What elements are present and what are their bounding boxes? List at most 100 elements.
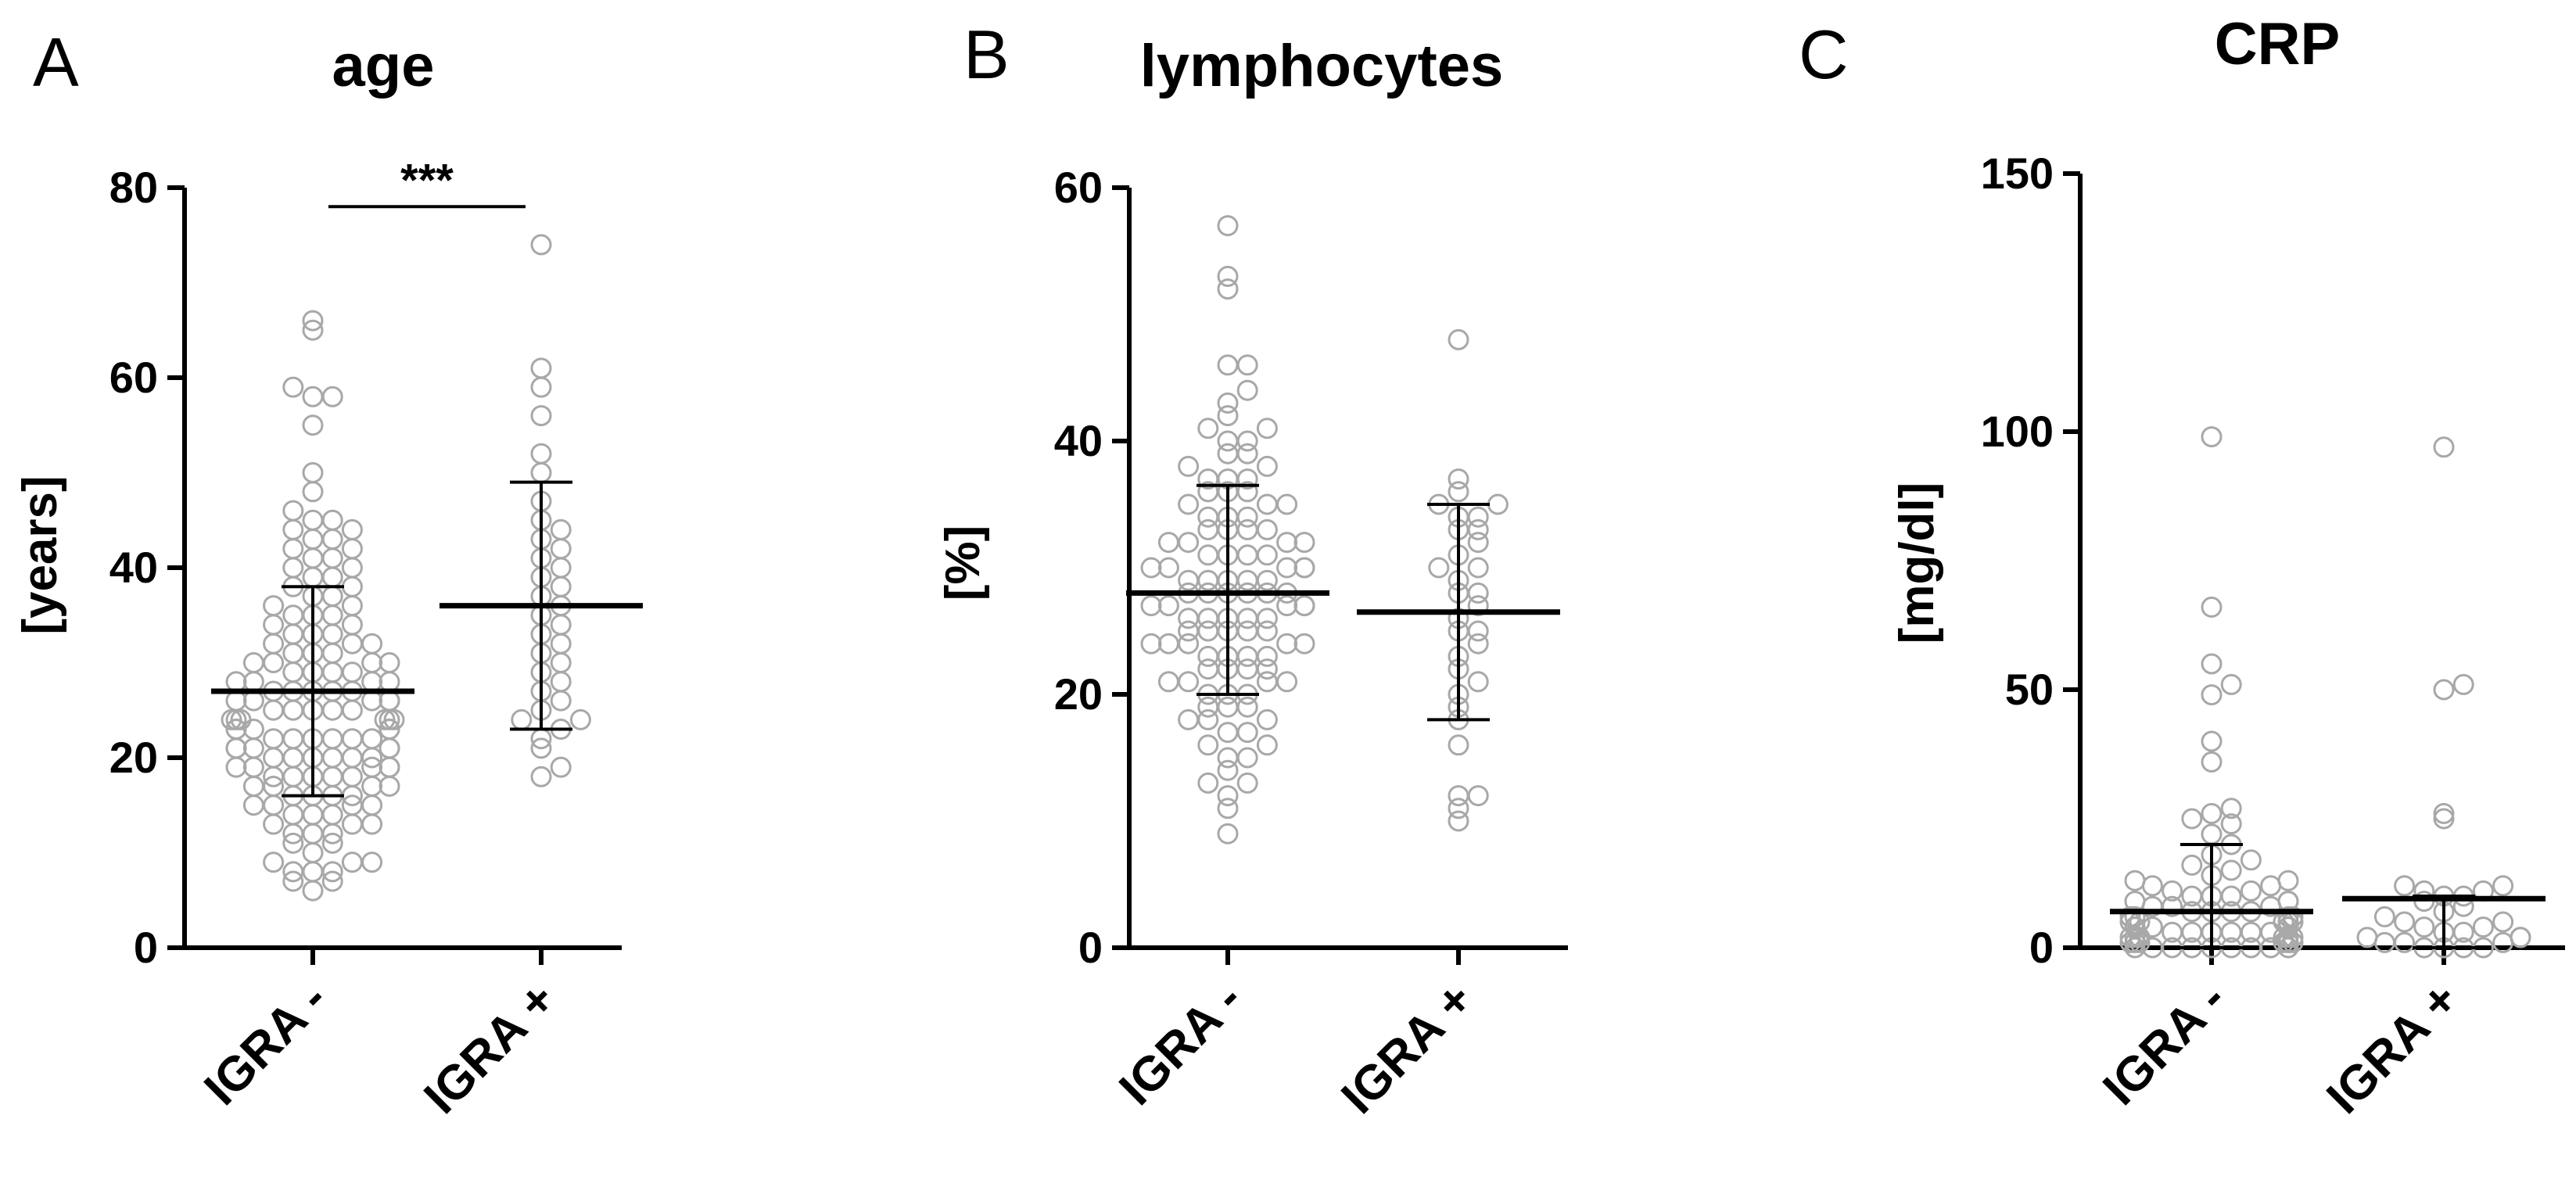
data-point	[341, 662, 363, 683]
data-point	[1236, 569, 1258, 591]
data-point	[530, 357, 552, 379]
data-point	[550, 518, 572, 540]
data-point	[1236, 544, 1258, 566]
data-point	[341, 852, 363, 873]
data-point	[530, 376, 552, 398]
data-point	[321, 547, 343, 569]
data-point	[379, 756, 400, 778]
y-tick-label: 80	[109, 163, 158, 212]
data-point	[321, 766, 343, 787]
data-point	[1293, 595, 1315, 617]
panel-b: B lymphocytes [%] 0 20 40 60 IGRA - IGRA +	[936, 16, 1568, 1124]
data-point	[1428, 557, 1450, 579]
data-point	[379, 690, 400, 712]
data-point	[2240, 880, 2262, 902]
data-point	[1236, 481, 1258, 503]
data-point	[2452, 673, 2474, 695]
data-point	[2220, 798, 2242, 819]
data-point	[302, 319, 324, 341]
data-point	[1217, 785, 1239, 807]
data-point	[1276, 493, 1298, 515]
data-point	[263, 747, 285, 769]
data-point	[1256, 544, 1278, 566]
data-point	[263, 852, 285, 873]
data-point	[225, 719, 247, 741]
data-point	[2220, 813, 2242, 835]
data-point	[302, 842, 324, 863]
data-point	[321, 642, 343, 664]
data-point	[1197, 544, 1219, 566]
data-point	[263, 652, 285, 673]
data-point	[361, 794, 383, 816]
y-tick-label: 100	[1981, 407, 2054, 456]
data-point	[1256, 708, 1278, 730]
data-point	[2394, 875, 2416, 897]
data-point	[2277, 937, 2299, 959]
data-point	[282, 604, 304, 626]
y-tick-label: 60	[1054, 163, 1103, 212]
data-point	[321, 509, 343, 531]
data-point	[341, 728, 363, 750]
y-tick-label: 0	[134, 923, 158, 972]
data-point	[302, 481, 324, 503]
data-point	[379, 671, 400, 693]
data-point	[282, 804, 304, 826]
data-point	[1236, 645, 1258, 667]
data-point	[2201, 684, 2223, 706]
data-point	[2277, 905, 2299, 927]
data-point	[282, 557, 304, 579]
data-point	[321, 870, 343, 892]
data-point	[282, 870, 304, 892]
data-point	[1276, 671, 1298, 693]
data-point	[1448, 468, 1469, 490]
data-point	[379, 652, 400, 673]
data-point	[321, 623, 343, 645]
data-point	[2394, 911, 2416, 933]
data-point	[263, 813, 285, 835]
data-point	[2413, 916, 2435, 938]
data-point	[1236, 430, 1258, 452]
data-point	[302, 547, 324, 569]
data-point	[1448, 798, 1469, 819]
data-point	[361, 671, 383, 693]
data-point	[1157, 557, 1179, 579]
data-point	[1467, 620, 1489, 642]
data-point	[1256, 455, 1278, 477]
data-point	[321, 804, 343, 826]
data-point	[302, 823, 324, 845]
data-point	[1197, 645, 1219, 667]
y-tick-label: 0	[2029, 923, 2054, 972]
data-point	[2201, 823, 2223, 845]
data-point	[2433, 808, 2455, 830]
data-point	[1256, 418, 1278, 439]
panel-letter: A	[33, 23, 79, 101]
data-point	[1178, 620, 1200, 642]
panel-letter: C	[1799, 16, 1849, 93]
data-point	[1467, 582, 1489, 604]
data-point	[225, 671, 247, 693]
data-point	[2373, 905, 2395, 927]
data-point	[2201, 426, 2223, 448]
data-point	[302, 880, 324, 902]
data-point	[242, 775, 264, 797]
data-point	[302, 462, 324, 483]
data-point	[1487, 493, 1509, 515]
data-point	[2220, 885, 2242, 907]
series-points	[2356, 436, 2531, 959]
data-point	[242, 690, 264, 712]
data-point	[530, 766, 552, 787]
y-tick-label: 50	[2005, 665, 2054, 714]
data-point	[1276, 633, 1298, 654]
data-point	[1276, 557, 1298, 579]
data-point	[361, 775, 383, 797]
y-tick-label: 20	[1054, 669, 1103, 719]
data-point	[1293, 557, 1315, 579]
data-point	[1197, 468, 1219, 490]
x-category-label: IGRA +	[414, 972, 566, 1124]
series-points	[2119, 426, 2304, 959]
data-point	[379, 737, 400, 759]
data-point	[225, 690, 247, 712]
data-point	[1178, 671, 1200, 693]
data-point	[1293, 532, 1315, 554]
data-point	[242, 719, 264, 741]
